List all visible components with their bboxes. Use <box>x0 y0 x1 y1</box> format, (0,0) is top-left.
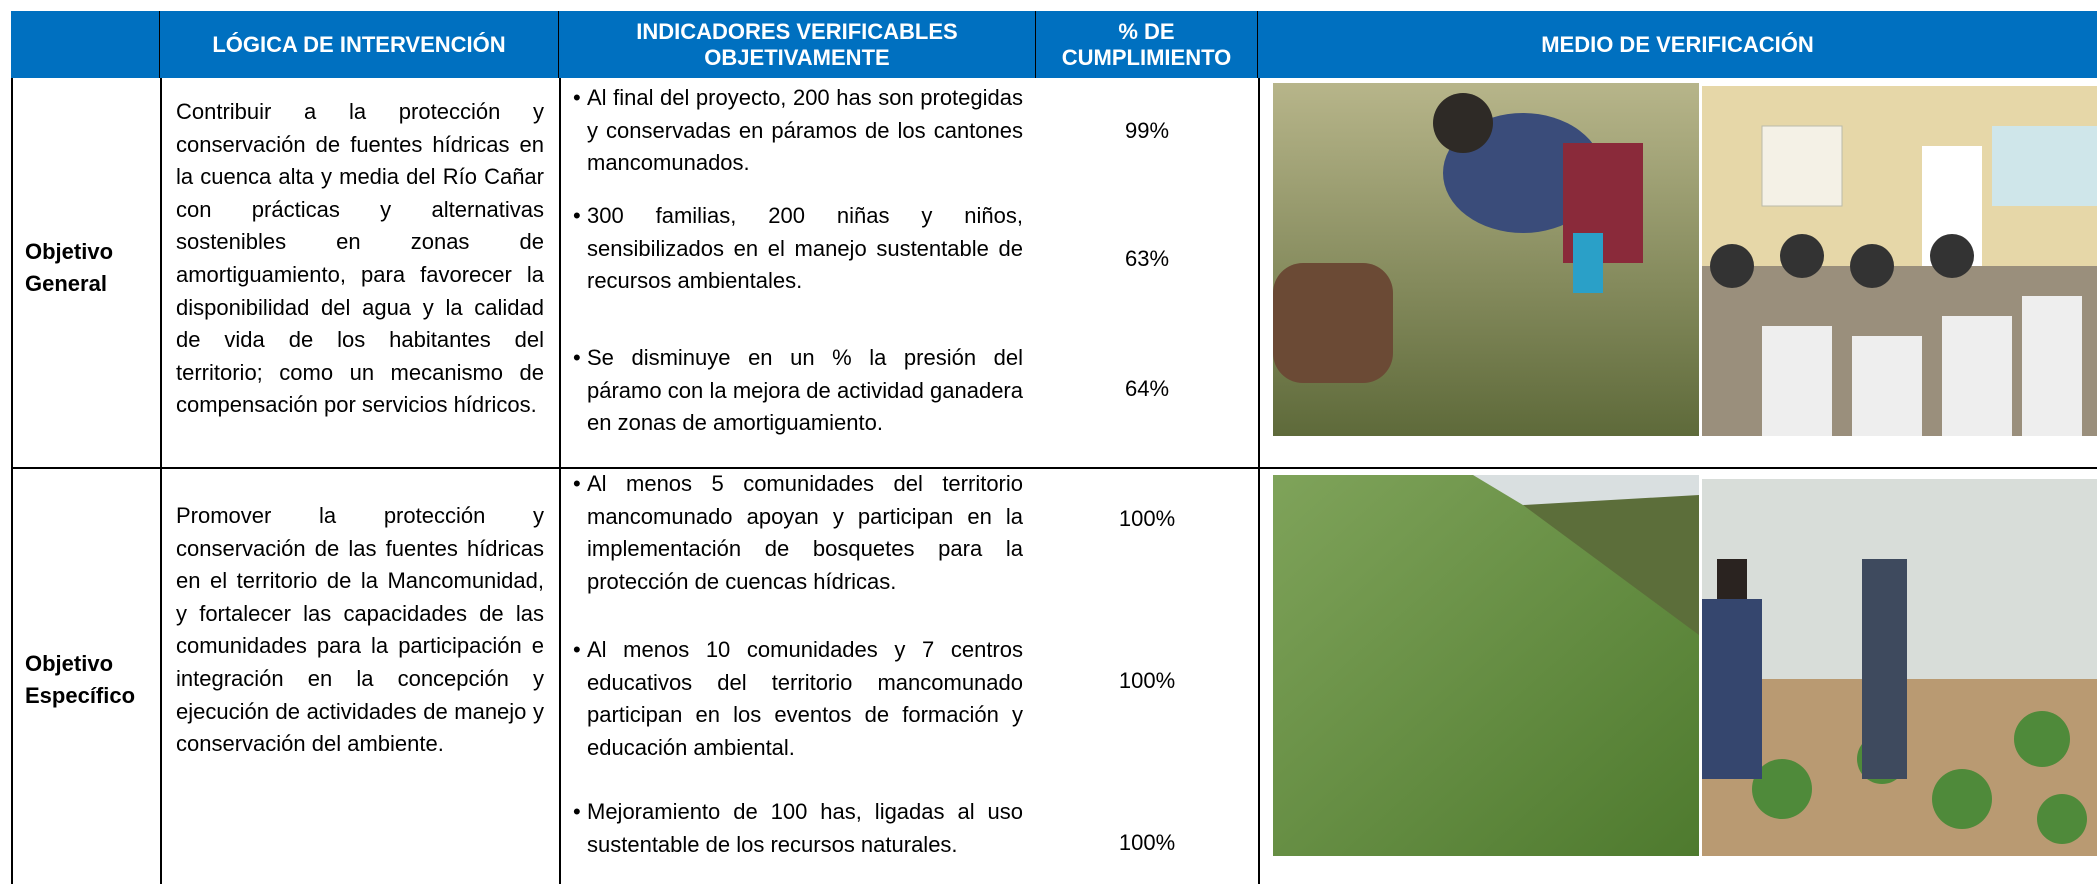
photo <box>1273 83 1699 436</box>
indicator: Mejoramiento de 100 has, ligadas al uso … <box>573 796 1023 861</box>
percent: 100% <box>1118 506 1176 531</box>
border <box>11 467 2097 469</box>
border <box>160 78 162 884</box>
photo <box>1702 479 2097 856</box>
header-cell <box>11 11 161 78</box>
logic-text: Promover la protección y conservación de… <box>176 503 544 757</box>
indicator: Al menos 5 comunidades del territorio ma… <box>573 468 1023 598</box>
indicator: Al final del proyecto, 200 has son prote… <box>573 82 1023 180</box>
border <box>1258 78 1260 884</box>
percent: 64% <box>1124 376 1170 401</box>
header-cell: % DE CUMPLIMIENTO <box>1036 11 1259 78</box>
photo <box>1273 475 1699 856</box>
percent: 63% <box>1124 246 1170 271</box>
header-cell: MEDIO DE VERIFICACIÓN <box>1258 11 2097 78</box>
indicator: Se disminuye en un % la presión del pára… <box>573 342 1023 440</box>
border <box>11 78 13 884</box>
header-cell: LÓGICA DE INTERVENCIÓN <box>160 11 560 78</box>
percent: 99% <box>1124 118 1170 143</box>
logic-text: Contribuir a la protección y conservació… <box>176 99 544 418</box>
percent: 100% <box>1118 830 1176 855</box>
row-label: Objetivo Específico <box>25 651 136 708</box>
percent: 100% <box>1118 668 1176 693</box>
photo <box>1702 86 2097 436</box>
row-label: Objetivo General <box>25 239 114 296</box>
border <box>559 78 561 884</box>
header-cell: INDICADORES VERIFICABLES OBJETIVAMENTE <box>559 11 1037 78</box>
indicator: 300 familias, 200 niñas y niños, sensibi… <box>573 200 1023 298</box>
indicator: Al menos 10 comunidades y 7 centros educ… <box>573 634 1023 764</box>
